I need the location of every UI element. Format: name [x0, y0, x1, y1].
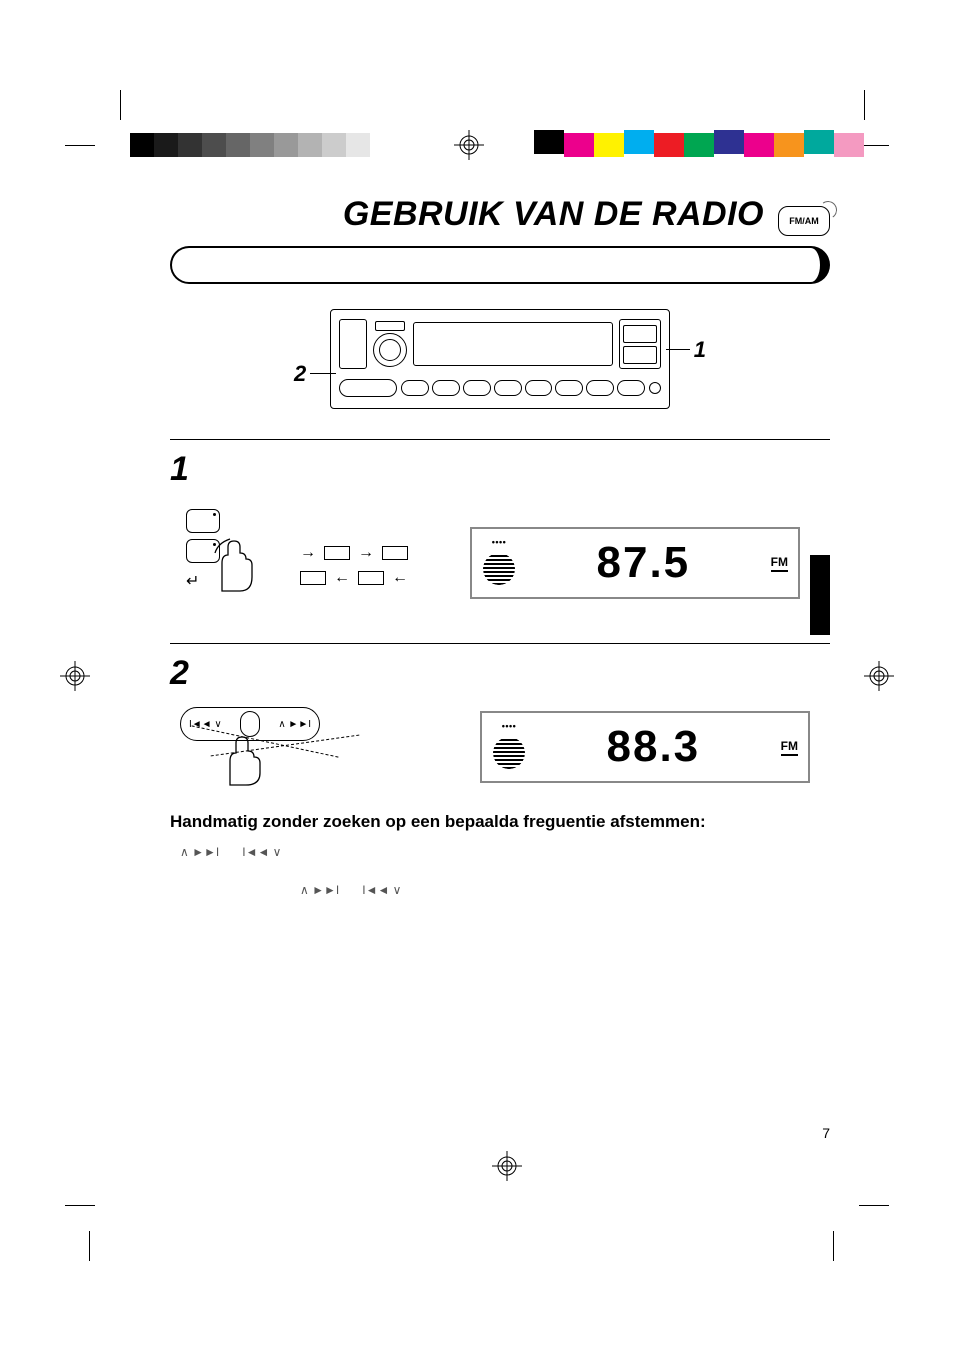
- band-button-icon: [186, 509, 220, 533]
- prev-down-glyph: I◄◄ ∨: [242, 844, 281, 861]
- seek-rocker-icon: [339, 379, 397, 397]
- process-swatch: [624, 130, 654, 154]
- process-swatch: [804, 130, 834, 154]
- page-title: GEBRUIK VAN DE RADIO: [343, 195, 764, 234]
- lcd-left-label: ••••: [492, 537, 507, 547]
- gray-swatch: [346, 133, 370, 157]
- callout-2: 2: [294, 361, 306, 387]
- radio-unit-illustration: [330, 309, 670, 409]
- lcd-screen-icon: [413, 322, 613, 366]
- section-tab: [810, 555, 830, 635]
- gray-swatch: [202, 133, 226, 157]
- process-swatch: [564, 133, 594, 157]
- speaker-icon: [482, 549, 516, 589]
- hand-press-icon: [210, 727, 280, 787]
- band-cycle-icon: →→ ←←: [300, 543, 408, 587]
- band-select-illustration: ↵ →→ ←←: [180, 503, 440, 623]
- hand-press-icon: [210, 533, 270, 593]
- seek-illustration: I◄◄ ∨ ∧ ►►I: [180, 707, 360, 787]
- aux-icon: [649, 382, 661, 394]
- small-button: [375, 321, 405, 331]
- divider: [170, 643, 830, 644]
- registration-mark-icon: [492, 1151, 522, 1181]
- lcd-display-step1: •••• 87.5 FM: [470, 527, 800, 599]
- process-color-swatches: [534, 133, 864, 157]
- gray-swatch: [370, 133, 394, 157]
- callout-line: [666, 349, 690, 350]
- cd-slot-icon: [619, 319, 661, 369]
- divider: [170, 439, 830, 440]
- up-next-glyph: ∧ ►►I: [180, 844, 219, 861]
- gray-ramp: [130, 133, 394, 157]
- lcd-band-label: FM: [781, 739, 798, 756]
- fm-am-label: FM/AM: [789, 216, 819, 226]
- preset-buttons-icon: [401, 380, 645, 396]
- lcd-frequency: 87.5: [526, 538, 761, 588]
- process-swatch: [834, 133, 864, 157]
- print-color-bar-bottom: [0, 1151, 954, 1221]
- process-swatch: [774, 133, 804, 157]
- gray-swatch: [322, 133, 346, 157]
- gray-swatch: [274, 133, 298, 157]
- lcd-display-step2: •••• 88.3 FM: [480, 711, 810, 783]
- step-2-row: I◄◄ ∨ ∧ ►►I •••• 88.3 FM: [170, 707, 830, 787]
- lcd-frequency: 88.3: [536, 722, 771, 772]
- fm-am-icon: FM/AM: [778, 206, 830, 236]
- gray-swatch: [154, 133, 178, 157]
- gray-swatch: [298, 133, 322, 157]
- step-2-number: 2: [170, 654, 830, 693]
- registration-mark-icon: [454, 130, 484, 160]
- process-swatch: [594, 133, 624, 157]
- registration-mark-icon: [60, 661, 90, 691]
- eject-panel-icon: [339, 319, 367, 369]
- process-swatch: [534, 130, 564, 154]
- device-diagram: 1 2: [170, 309, 830, 409]
- up-next-glyph: ∧ ►►I: [300, 882, 339, 899]
- process-swatch: [684, 133, 714, 157]
- lcd-left-label: ••••: [502, 721, 517, 731]
- callout-line: [310, 373, 336, 374]
- manual-tuning-heading: Handmatig zonder zoeken op een bepaalda …: [170, 811, 830, 832]
- gray-swatch: [226, 133, 250, 157]
- page-header: GEBRUIK VAN DE RADIO FM/AM: [170, 195, 830, 246]
- step-1-number: 1: [170, 450, 830, 489]
- step-1-row: ↵ →→ ←← •••• 87.5 FM: [170, 503, 830, 623]
- gray-swatch: [250, 133, 274, 157]
- registration-mark-icon: [864, 661, 894, 691]
- callout-1: 1: [694, 337, 706, 363]
- prev-down-glyph: I◄◄ ∨: [362, 882, 401, 899]
- speaker-icon: [492, 733, 526, 773]
- gray-swatch: [130, 133, 154, 157]
- gray-swatch: [178, 133, 202, 157]
- lcd-band-label: FM: [771, 555, 788, 572]
- page-content: GEBRUIK VAN DE RADIO FM/AM: [170, 195, 830, 905]
- process-swatch: [744, 133, 774, 157]
- process-swatch: [714, 130, 744, 154]
- section-header-bar: [170, 246, 830, 284]
- volume-knob-icon: [373, 333, 407, 367]
- seek-next-label: ∧ ►►I: [278, 719, 311, 730]
- print-color-bar-top: [0, 130, 954, 200]
- page-number: 7: [170, 1125, 830, 1141]
- process-swatch: [654, 133, 684, 157]
- body-text: ∧ ►►I I◄◄ ∨ ∧ ►►I I◄◄ ∨: [170, 842, 830, 899]
